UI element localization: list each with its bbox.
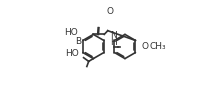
Text: O: O <box>141 42 148 51</box>
Text: N: N <box>110 31 117 40</box>
Text: CH₃: CH₃ <box>150 42 166 51</box>
Text: HO: HO <box>66 49 79 58</box>
Text: HO: HO <box>64 28 78 37</box>
Text: H: H <box>110 38 117 47</box>
Text: B: B <box>75 37 81 46</box>
Text: O: O <box>106 7 113 16</box>
